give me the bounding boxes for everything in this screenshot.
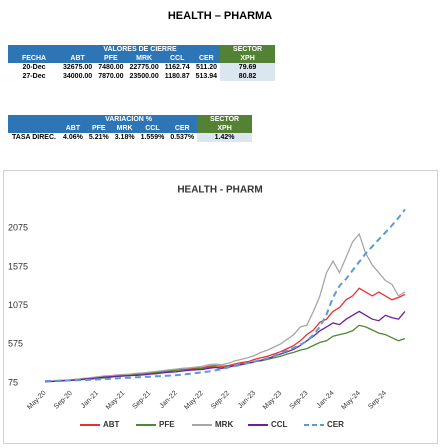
x-tick-label: Jan-23 [237, 390, 257, 410]
sector-header: SECTOR [197, 115, 253, 124]
y-tick-label: 1075 [8, 300, 28, 310]
closing-values-table: VALORES DE CIERRE SECTOR FECHA ABT PFE MRK CCL… [8, 45, 276, 81]
series-line [44, 232, 406, 383]
x-tick-label: Jan-22 [159, 390, 179, 410]
table-cell: 23500.00 [129, 73, 159, 80]
x-tick-label: Sep-20 [53, 390, 74, 411]
table-cell: 34000.00 [63, 73, 93, 80]
table-cell: 80.82 [220, 72, 276, 81]
header-cell [8, 45, 60, 54]
column-header: CER [192, 54, 221, 63]
x-tick-label: May-20 [26, 390, 48, 412]
x-tick-label: Jan-24 [316, 390, 336, 410]
table-cell: TASA DIREC. [12, 134, 56, 141]
legend-label: ABT [103, 420, 120, 429]
column-header: XPH [220, 54, 276, 63]
series-line [44, 310, 406, 383]
page-title: HEALTH – PHARMA [167, 10, 273, 22]
x-tick-label: Sep-23 [289, 390, 310, 411]
column-header: MRK [111, 124, 138, 133]
series-line [44, 208, 406, 383]
x-tick-label: Sep-22 [210, 390, 231, 411]
column-header: ABT [60, 124, 86, 133]
table-cell: 7870.00 [98, 73, 124, 80]
header-cell [8, 115, 60, 124]
x-tick-label: Sep-21 [132, 390, 153, 411]
table-cell: 20-Dec [22, 64, 46, 71]
table-cell: 513.94 [195, 73, 218, 80]
table-cell: 1.42% [197, 133, 253, 142]
table-cell: 1162.74 [164, 64, 190, 71]
group-header: VARIACION % [60, 115, 198, 124]
column-header: CCL [137, 124, 168, 133]
table-cell: 511.20 [196, 64, 218, 71]
column-header: FECHA [8, 54, 60, 63]
header-cell [8, 124, 60, 133]
column-header: PFE [85, 124, 112, 133]
group-header: VALORES DE CIERRE [60, 45, 221, 54]
table-cell: 4.06% [63, 134, 83, 141]
table-cell: 1.559% [140, 134, 165, 141]
x-tick-label: May-23 [262, 390, 284, 412]
x-tick-label: May-21 [105, 390, 127, 412]
y-tick-label: 75 [8, 377, 18, 387]
x-tick-label: May-22 [183, 390, 205, 412]
table-cell: 0.537% [170, 134, 195, 141]
table-cell: 1180.87 [164, 73, 190, 80]
table-cell: 27-Dec [22, 73, 46, 80]
y-tick-label: 2075 [8, 223, 28, 233]
y-tick-label: 575 [8, 339, 23, 349]
legend-label: CCL [271, 420, 288, 429]
chart-frame [3, 170, 438, 444]
legend-label: CER [327, 420, 344, 429]
column-header: CCL [161, 54, 193, 63]
table-cell: 5.21% [88, 134, 109, 141]
table-cell: 7480.00 [98, 64, 124, 71]
y-tick-label: 1575 [8, 261, 28, 271]
legend-label: MRK [215, 420, 233, 429]
column-header: XPH [197, 124, 253, 133]
series-line [44, 324, 406, 383]
x-tick-label: May-24 [340, 390, 362, 412]
column-header: ABT [60, 54, 96, 63]
table-cell: 22775.00 [129, 64, 159, 71]
table-cell: 79.69 [220, 63, 276, 72]
x-tick-label: Jan-21 [80, 390, 100, 410]
chart-title: HEALTH - PHARM [177, 185, 262, 196]
column-header: PFE [95, 54, 127, 63]
variation-table: VARIACION % SECTOR ABT PFE MRK CCL CER XPH TASA … [8, 115, 253, 142]
x-tick-label: Sep-24 [367, 390, 388, 411]
legend-label: PFE [159, 420, 175, 429]
sector-header: SECTOR [220, 45, 276, 54]
table-cell: 32675.00 [63, 64, 93, 71]
column-header: MRK [126, 54, 162, 63]
column-header: CER [167, 124, 198, 133]
table-cell: 3.18% [114, 134, 135, 141]
